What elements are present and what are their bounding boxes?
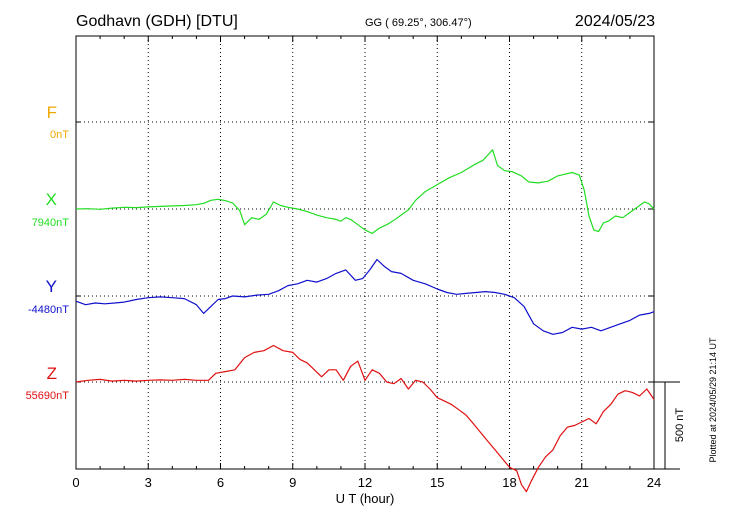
plotted-at-note: Plotted at 2024/05/29 21:14 UT	[708, 337, 718, 463]
series-baseline-z: 55690nT	[26, 390, 70, 402]
series-line-y	[75, 258, 655, 335]
plot-date: 2024/05/23	[575, 13, 655, 30]
station-title: Godhavn (GDH) [DTU]	[76, 13, 238, 30]
x-tick-label: 18	[502, 475, 516, 490]
grid-lines	[76, 36, 654, 469]
x-tick-label: 24	[647, 475, 661, 490]
x-tick-label: 21	[575, 475, 589, 490]
x-tick-label: 9	[289, 475, 296, 490]
axis-ticks	[75, 36, 655, 469]
x-tick-label: 6	[217, 475, 224, 490]
series-baseline-f: 0nT	[50, 129, 69, 141]
series-lines	[75, 149, 655, 493]
x-tick-labels: 0 3 6 9 12 15 18 21 24	[72, 475, 661, 490]
x-tick-label: 3	[145, 475, 152, 490]
series-name-x: X	[46, 190, 57, 209]
series-baseline-y: -4480nT	[28, 304, 69, 316]
station-coords: GG ( 69.25°, 306.47°)	[365, 17, 472, 29]
x-tick-label: 15	[430, 475, 444, 490]
series-name-f: F	[47, 103, 57, 122]
series-labels: F 0nT X 7940nT Y -4480nT Z 55690nT	[26, 103, 70, 402]
series-name-y: Y	[46, 277, 57, 296]
x-tick-label: 0	[72, 475, 79, 490]
series-baseline-x: 7940nT	[32, 217, 70, 229]
series-line-x	[75, 149, 655, 234]
series-name-z: Z	[47, 364, 57, 383]
scale-bar: 500 nT	[654, 381, 686, 470]
x-axis-label: U T (hour)	[336, 491, 395, 506]
scale-bar-label: 500 nT	[674, 408, 686, 443]
series-line-z	[75, 344, 655, 493]
x-tick-label: 12	[358, 475, 372, 490]
